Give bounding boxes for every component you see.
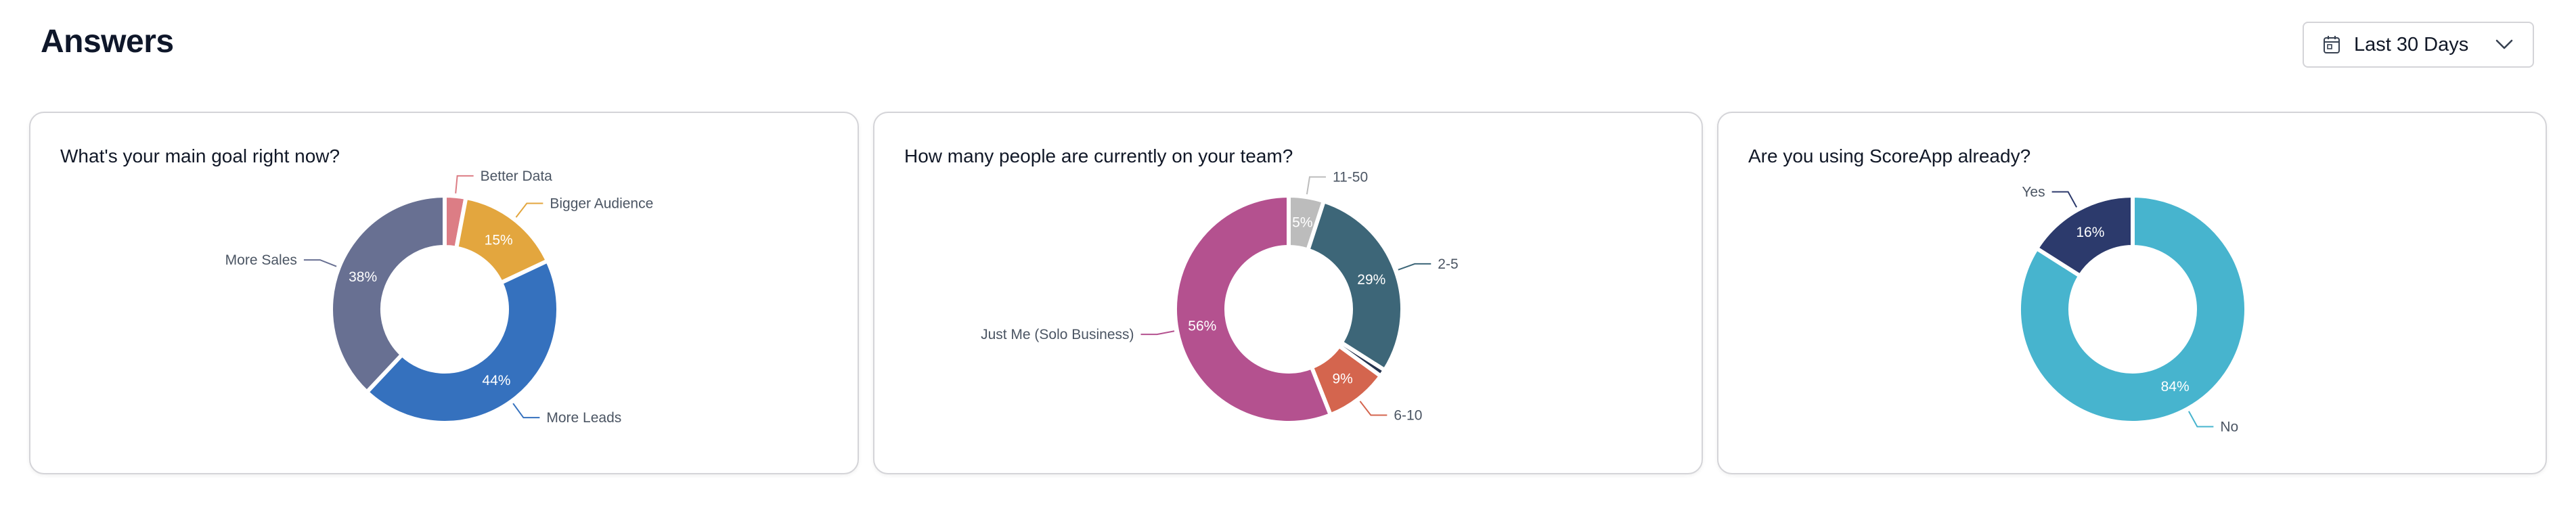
donut-chart-using-scoreapp: 84% No 16% Yes <box>2017 184 2248 435</box>
leader-line <box>512 403 540 419</box>
slice-value-label: 56% <box>1188 318 1216 334</box>
category-label-6-10: 6-10 <box>1394 407 1422 423</box>
leader-line <box>1359 401 1387 416</box>
category-label-bigger-audience: Bigger Audience <box>550 196 653 212</box>
slice-value-label: 9% <box>1332 372 1352 387</box>
slice-value-label: 84% <box>2161 379 2190 395</box>
leader-line <box>1306 176 1326 195</box>
slice-value-label: 44% <box>482 373 510 388</box>
category-label-yes: Yes <box>2022 184 2045 200</box>
leader-line <box>1140 330 1175 336</box>
category-label-no: No <box>2220 420 2238 435</box>
calendar-icon <box>2324 36 2340 53</box>
date-range-label: Last 30 Days <box>2354 33 2469 55</box>
category-label-more-sales: More Sales <box>225 252 297 268</box>
leader-line <box>2188 411 2214 428</box>
category-label-2-5: 2-5 <box>1438 256 1458 272</box>
leader-line <box>2051 191 2078 208</box>
chart-card-main-goal: What's your main goal right now? Better … <box>29 112 859 474</box>
slice-just-me-solo-business[interactable] <box>1173 193 1333 425</box>
chart-title: How many people are currently on your te… <box>904 145 1293 166</box>
category-label-just-me-solo-business: Just Me (Solo Business) <box>981 327 1134 342</box>
chart-card-team-size: How many people are currently on your te… <box>873 112 1703 474</box>
donut-chart-team-size: 5% 11-50 29% 2-5 9% 6-10 56% Just Me (Solo Busi… <box>981 169 1459 425</box>
date-range-dropdown[interactable]: Last 30 Days <box>2303 22 2534 68</box>
chevron-down-icon <box>2495 39 2513 49</box>
slice-value-label: 38% <box>349 269 377 285</box>
slice-value-label: 29% <box>1357 272 1385 288</box>
leader-line <box>455 175 474 194</box>
slice-value-label: 5% <box>1292 215 1312 231</box>
category-label-11-50: 11-50 <box>1333 169 1368 185</box>
slice-no[interactable] <box>2017 193 2248 425</box>
chart-title: Are you using ScoreApp already? <box>1748 145 2031 166</box>
slice-value-label: 15% <box>485 232 513 248</box>
leader-line <box>303 259 337 267</box>
slice-more-leads[interactable] <box>363 258 560 425</box>
slice-2-5[interactable] <box>1305 198 1404 374</box>
slice-more-sales[interactable] <box>329 193 447 395</box>
category-label-more-leads: More Leads <box>546 410 621 426</box>
leader-line <box>1398 263 1431 271</box>
slice-value-label: 16% <box>2076 225 2104 240</box>
donut-chart-main-goal: Better Data 15% Bigger Audience 44% More Lea… <box>225 168 654 426</box>
category-label-better-data: Better Data <box>481 168 553 184</box>
page-title: Answers <box>41 24 174 60</box>
chart-title: What's your main goal right now? <box>60 145 340 166</box>
chart-card-using-scoreapp: Are you using ScoreApp already? 84% No 16%… <box>1717 112 2547 474</box>
leader-line <box>515 202 543 218</box>
slice-yes[interactable] <box>2034 193 2135 279</box>
